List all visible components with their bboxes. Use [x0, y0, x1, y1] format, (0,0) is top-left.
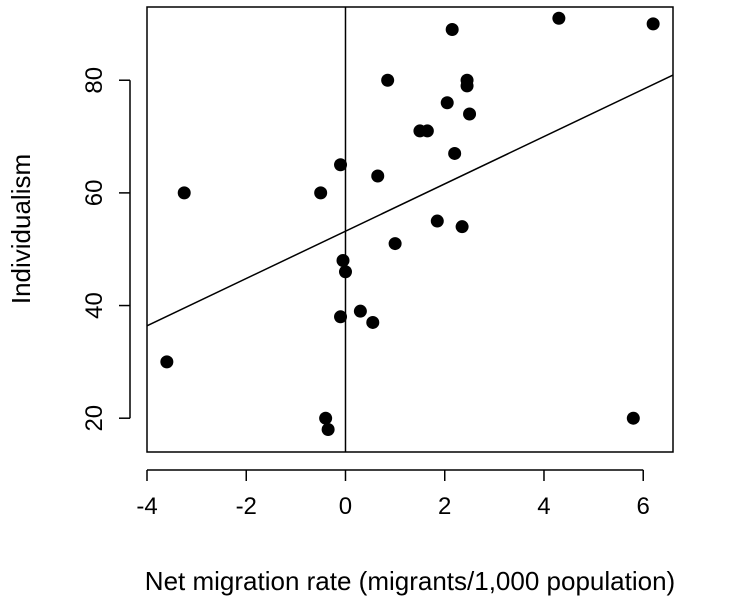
data-point — [366, 315, 380, 329]
data-point — [455, 220, 469, 234]
data-point — [430, 214, 444, 228]
y-tick-label: 60 — [81, 180, 108, 207]
y-tick-label: 40 — [81, 292, 108, 319]
data-points — [160, 11, 660, 436]
data-point — [160, 355, 174, 369]
data-point — [552, 11, 566, 25]
data-point — [321, 422, 335, 436]
data-point — [445, 23, 459, 37]
data-point — [336, 253, 350, 267]
data-point — [463, 107, 477, 121]
regression-line — [146, 74, 674, 327]
data-point — [334, 158, 348, 172]
plot-frame — [146, 6, 674, 453]
x-tick-label: 0 — [339, 493, 352, 520]
x-tick-label: -4 — [136, 493, 157, 520]
data-point — [420, 124, 434, 138]
data-point — [338, 265, 352, 279]
x-axis-label: Net migration rate (migrants/1,000 popul… — [145, 566, 675, 596]
x-tick-label: 4 — [537, 493, 550, 520]
y-tick-label: 20 — [81, 405, 108, 432]
x-tick-label: 6 — [637, 493, 650, 520]
x-tick-label: -2 — [236, 493, 257, 520]
data-point — [388, 237, 402, 251]
data-point — [319, 411, 333, 425]
data-point — [626, 411, 640, 425]
y-axis: 20 40 60 80 — [81, 67, 131, 432]
data-point — [371, 169, 385, 183]
data-point — [448, 146, 462, 160]
data-point — [353, 304, 367, 318]
y-tick-label: 80 — [81, 67, 108, 94]
data-point — [177, 186, 191, 200]
y-axis-label: Individualism — [6, 154, 36, 304]
data-point — [460, 79, 474, 93]
data-point — [646, 17, 660, 31]
data-point — [314, 186, 328, 200]
x-tick-label: 2 — [438, 493, 451, 520]
data-point — [381, 73, 395, 87]
data-point — [440, 96, 454, 110]
x-axis: -4 -2 0 2 4 6 — [136, 469, 650, 520]
data-point — [334, 310, 348, 324]
